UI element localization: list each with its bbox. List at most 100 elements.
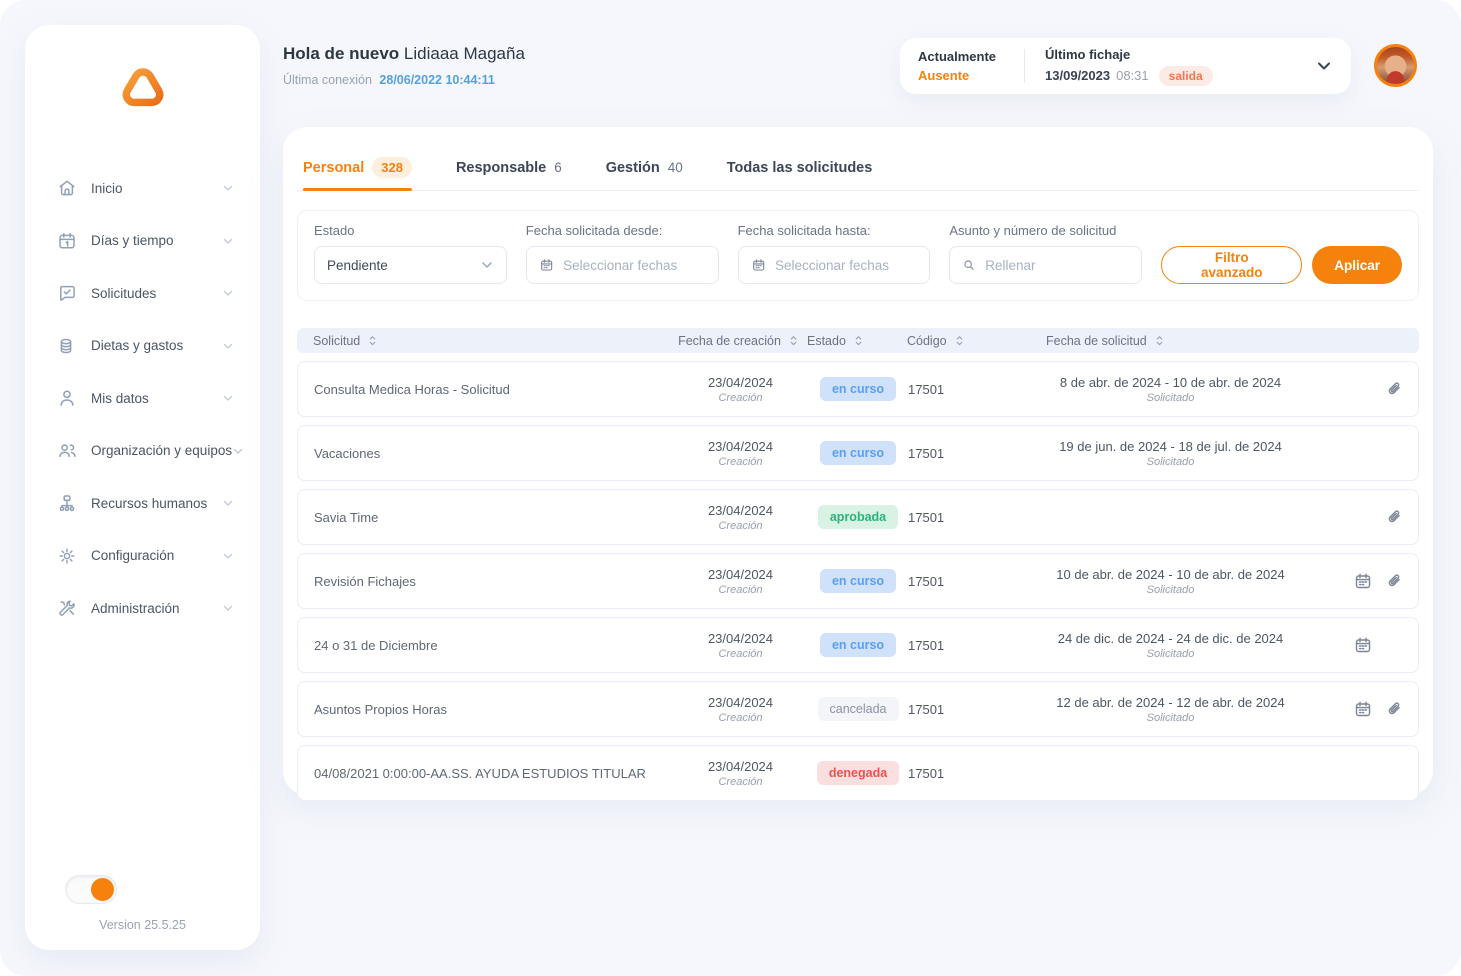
created-note: Creación: [718, 647, 763, 660]
table-row[interactable]: 24 o 31 de Diciembre 23/04/2024 Creación …: [297, 617, 1419, 673]
status-badge: en curso: [819, 569, 897, 593]
attachment-icon[interactable]: [1384, 571, 1404, 591]
fecha-hasta-text[interactable]: [774, 257, 918, 273]
tab-personal[interactable]: Personal 328: [303, 145, 412, 191]
table-row[interactable]: 04/08/2021 0:00:00-AA.SS. AYUDA ESTUDIOS…: [297, 745, 1419, 801]
coins-icon: [57, 336, 77, 356]
requested-note: Solicitado: [1146, 455, 1195, 468]
sidebar-toggle[interactable]: [65, 875, 117, 904]
requested-note: Solicitado: [1146, 711, 1195, 724]
sidebar-item-label: Organización y equipos: [91, 443, 233, 459]
apply-button[interactable]: Aplicar: [1312, 246, 1402, 284]
calendar-icon: [752, 259, 764, 271]
created-note: Creación: [718, 711, 763, 724]
table-row[interactable]: Revisión Fichajes 23/04/2024 Creación en …: [297, 553, 1419, 609]
currently-label: Actualmente: [918, 49, 997, 64]
created-date: 23/04/2024: [707, 566, 774, 582]
chevron-down-icon: [482, 262, 492, 268]
fecha-desde-text[interactable]: [563, 257, 706, 273]
last-check-label: Último fichaje: [1045, 46, 1131, 62]
sidebar-item-configuracion[interactable]: Configuración: [25, 530, 260, 583]
sidebar-item-label: Administración: [91, 600, 180, 616]
sidebar-item-mis-datos[interactable]: Mis datos: [25, 372, 260, 425]
sidebar-item-organizacion-y-equipos[interactable]: Organización y equipos: [25, 425, 260, 478]
asunto-text[interactable]: [985, 257, 1130, 273]
tab-bar: Personal 328 Responsable 6 Gestión 40 To…: [297, 145, 1419, 191]
sidebar-item-solicitudes[interactable]: Solicitudes: [25, 267, 260, 320]
status-badge: en curso: [819, 441, 897, 465]
user-icon: [57, 388, 77, 408]
last-connection: Última conexión 28/06/2022 10:44:11: [283, 73, 525, 87]
chevron-down-icon[interactable]: [1315, 57, 1333, 75]
col-solicitud[interactable]: Solicitud: [297, 333, 672, 348]
toggle-knob: [91, 878, 114, 901]
fecha-desde-input[interactable]: [525, 246, 719, 284]
estado-field: Estado Pendiente: [314, 223, 507, 284]
sidebar-item-label: Dietas y gastos: [91, 338, 184, 354]
sort-icon: [855, 336, 862, 346]
search-icon: [964, 260, 975, 270]
created-date: 23/04/2024: [707, 694, 774, 710]
col-fecha-creacion[interactable]: Fecha de creación: [672, 333, 807, 348]
sidebar-item-dias-y-tiempo[interactable]: Días y tiempo: [25, 215, 260, 268]
sort-icon: [790, 336, 797, 346]
table-row[interactable]: Consulta Medica Horas - Solicitud 23/04/…: [297, 361, 1419, 417]
avatar[interactable]: [1374, 44, 1417, 87]
status-badge: en curso: [819, 377, 897, 401]
advanced-filter-button[interactable]: Filtro avanzado: [1161, 246, 1303, 284]
table-row[interactable]: Asuntos Propios Horas 23/04/2024 Creación…: [297, 681, 1419, 737]
tab-todas-las-solicitudes[interactable]: Todas las solicitudes: [727, 145, 873, 190]
asunto-search-input[interactable]: [949, 246, 1143, 284]
col-fecha-solicitud[interactable]: Fecha de solicitud: [1002, 333, 1339, 348]
request-code: 17501: [908, 765, 945, 781]
tab-gestion[interactable]: Gestión 40: [606, 145, 683, 190]
asunto-field: Asunto y número de solicitud: [949, 223, 1143, 284]
last-connection-label: Última conexión: [283, 73, 372, 87]
sidebar-item-label: Recursos humanos: [91, 495, 208, 511]
sidebar-item-dietas-y-gastos[interactable]: Dietas y gastos: [25, 320, 260, 373]
attachment-icon[interactable]: [1384, 507, 1404, 527]
filter-buttons: Filtro avanzado Aplicar: [1161, 246, 1402, 284]
sidebar-item-label: Inicio: [91, 180, 123, 196]
calendar-icon: [57, 231, 77, 251]
col-codigo[interactable]: Código: [907, 333, 1002, 348]
request-check-icon: [57, 283, 77, 303]
chevron-down-icon: [232, 445, 244, 457]
chevron-down-icon: [222, 392, 234, 404]
table-row[interactable]: Vacaciones 23/04/2024 Creación en curso 1…: [297, 425, 1419, 481]
table-row[interactable]: Savia Time 23/04/2024 Creación aprobada 1…: [297, 489, 1419, 545]
sidebar-item-inicio[interactable]: Inicio: [25, 162, 260, 215]
attachment-icon[interactable]: [1384, 699, 1404, 719]
request-name: 04/08/2021 0:00:00-AA.SS. AYUDA ESTUDIOS…: [314, 765, 646, 781]
last-check-block: Último fichaje 13/09/2023 08:31 salida: [1045, 47, 1213, 86]
request-name: Savia Time: [314, 509, 379, 525]
greeting-block: Hola de nuevo Lidiaaa Magaña Última cone…: [283, 44, 525, 87]
tab-label: Responsable: [455, 159, 547, 176]
requested-range: 8 de abr. de 2024 - 10 de abr. de 2024: [1059, 374, 1282, 390]
fecha-hasta-input[interactable]: [737, 246, 931, 284]
sidebar-item-administracion[interactable]: Administración: [25, 582, 260, 635]
calendar-icon[interactable]: [1353, 699, 1373, 719]
fecha-hasta-label: Fecha solicitada hasta:: [737, 223, 871, 238]
attachment-icon[interactable]: [1384, 379, 1404, 399]
chevron-down-icon: [222, 287, 234, 299]
request-name: 24 o 31 de Diciembre: [314, 637, 438, 653]
sort-icon: [1156, 336, 1163, 346]
sidebar-nav: Inicio Días y tiempo: [25, 162, 260, 635]
estado-select[interactable]: Pendiente: [314, 246, 507, 284]
org-chart-icon: [57, 493, 77, 513]
created-date: 23/04/2024: [707, 758, 774, 774]
sidebar: Inicio Días y tiempo: [25, 25, 260, 950]
calendar-icon[interactable]: [1353, 571, 1373, 591]
request-code: 17501: [908, 573, 945, 589]
request-code: 17501: [908, 509, 945, 525]
tab-label: Gestión: [605, 159, 660, 176]
calendar-icon[interactable]: [1353, 635, 1373, 655]
sidebar-item-label: Días y tiempo: [91, 233, 174, 249]
status-badge: aprobada: [817, 505, 899, 529]
tab-responsable[interactable]: Responsable 6: [456, 145, 562, 190]
col-estado[interactable]: Estado: [807, 333, 907, 348]
sidebar-item-recursos-humanos[interactable]: Recursos humanos: [25, 477, 260, 530]
last-connection-value[interactable]: 28/06/2022 10:44:11: [379, 73, 495, 87]
